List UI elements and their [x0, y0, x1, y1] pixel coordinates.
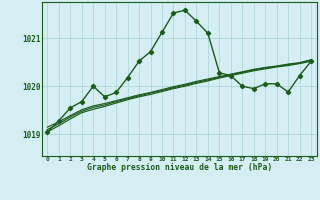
X-axis label: Graphe pression niveau de la mer (hPa): Graphe pression niveau de la mer (hPa): [87, 163, 272, 172]
